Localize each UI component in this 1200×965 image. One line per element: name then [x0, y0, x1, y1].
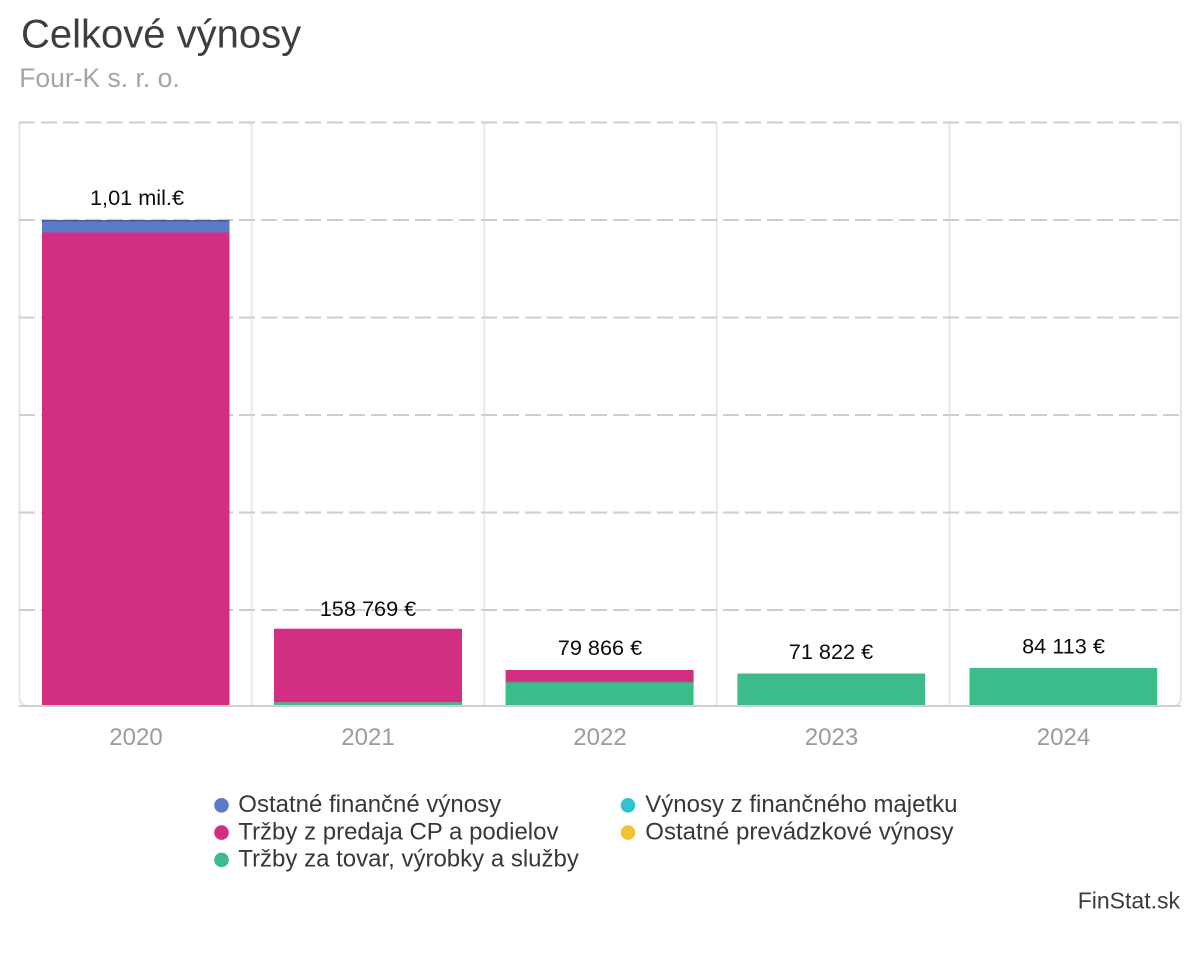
svg-text:2020: 2020: [109, 724, 162, 751]
svg-text:Ostatné prevádzkové výnosy: Ostatné prevádzkové výnosy: [645, 818, 953, 845]
svg-text:2023: 2023: [805, 724, 858, 751]
svg-text:2022: 2022: [573, 724, 626, 751]
svg-text:84 113 €: 84 113 €: [1022, 634, 1105, 659]
svg-text:71 822 €: 71 822 €: [789, 639, 873, 664]
svg-text:FinStat.sk: FinStat.sk: [1078, 887, 1181, 913]
svg-text:2021: 2021: [341, 724, 394, 751]
svg-text:Tržby za tovar, výrobky a služ: Tržby za tovar, výrobky a služby: [238, 846, 579, 873]
svg-text:Ostatné finančné výnosy: Ostatné finančné výnosy: [238, 791, 501, 818]
svg-text:Výnosy z finančného majetku: Výnosy z finančného majetku: [645, 791, 957, 818]
svg-text:79 866 €: 79 866 €: [558, 635, 642, 660]
svg-text:158 769 €: 158 769 €: [320, 596, 416, 621]
svg-text:2024: 2024: [1037, 724, 1090, 751]
svg-text:Tržby z predaja CP a podielov: Tržby z predaja CP a podielov: [238, 818, 558, 845]
svg-text:Four-K s. r. o.: Four-K s. r. o.: [19, 63, 180, 93]
svg-text:Celkové výnosy: Celkové výnosy: [21, 13, 301, 57]
svg-text:1,01 mil.€: 1,01 mil.€: [90, 185, 184, 210]
